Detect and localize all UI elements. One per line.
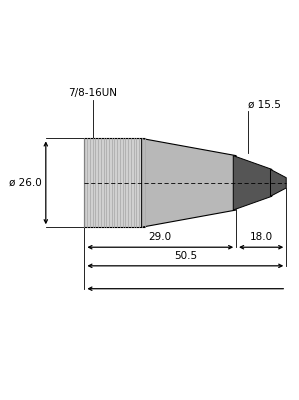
- Bar: [130, 157, 153, 208]
- Text: 50.5: 50.5: [174, 251, 197, 261]
- Polygon shape: [271, 169, 286, 196]
- Text: 7/8-16UN: 7/8-16UN: [68, 88, 118, 98]
- Bar: [84, 138, 144, 227]
- Text: 18.0: 18.0: [250, 232, 273, 242]
- Polygon shape: [142, 138, 236, 227]
- Text: 29.0: 29.0: [149, 232, 172, 242]
- Text: ø 15.5: ø 15.5: [248, 100, 280, 110]
- Polygon shape: [233, 156, 272, 210]
- Text: ø 26.0: ø 26.0: [9, 178, 42, 188]
